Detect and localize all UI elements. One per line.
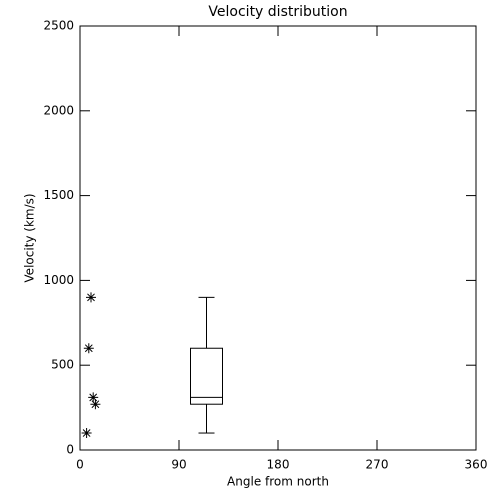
x-tick-label: 270 — [366, 458, 389, 472]
y-tick-label: 0 — [66, 443, 74, 457]
point — [81, 428, 92, 439]
x-axis-label: Angle from north — [227, 475, 329, 489]
y-tick-label: 1500 — [43, 188, 74, 202]
point — [88, 392, 99, 403]
point — [83, 343, 94, 354]
y-tick-label: 2000 — [43, 103, 74, 117]
y-axis-label: Velocity (km/s) — [23, 193, 37, 282]
box — [190, 347, 223, 405]
point — [90, 399, 101, 410]
y-tick-label: 500 — [51, 358, 74, 372]
y-tick-label: 2500 — [43, 19, 74, 33]
x-tick-label: 360 — [465, 458, 488, 472]
x-tick-label: 90 — [171, 458, 186, 472]
chart-title: Velocity distribution — [208, 4, 347, 20]
point — [86, 292, 96, 303]
x-tick-label: 0 — [76, 458, 84, 472]
plot-frame — [79, 25, 477, 451]
x-tick-label: 180 — [267, 458, 290, 472]
y-tick-label: 1000 — [43, 273, 74, 287]
